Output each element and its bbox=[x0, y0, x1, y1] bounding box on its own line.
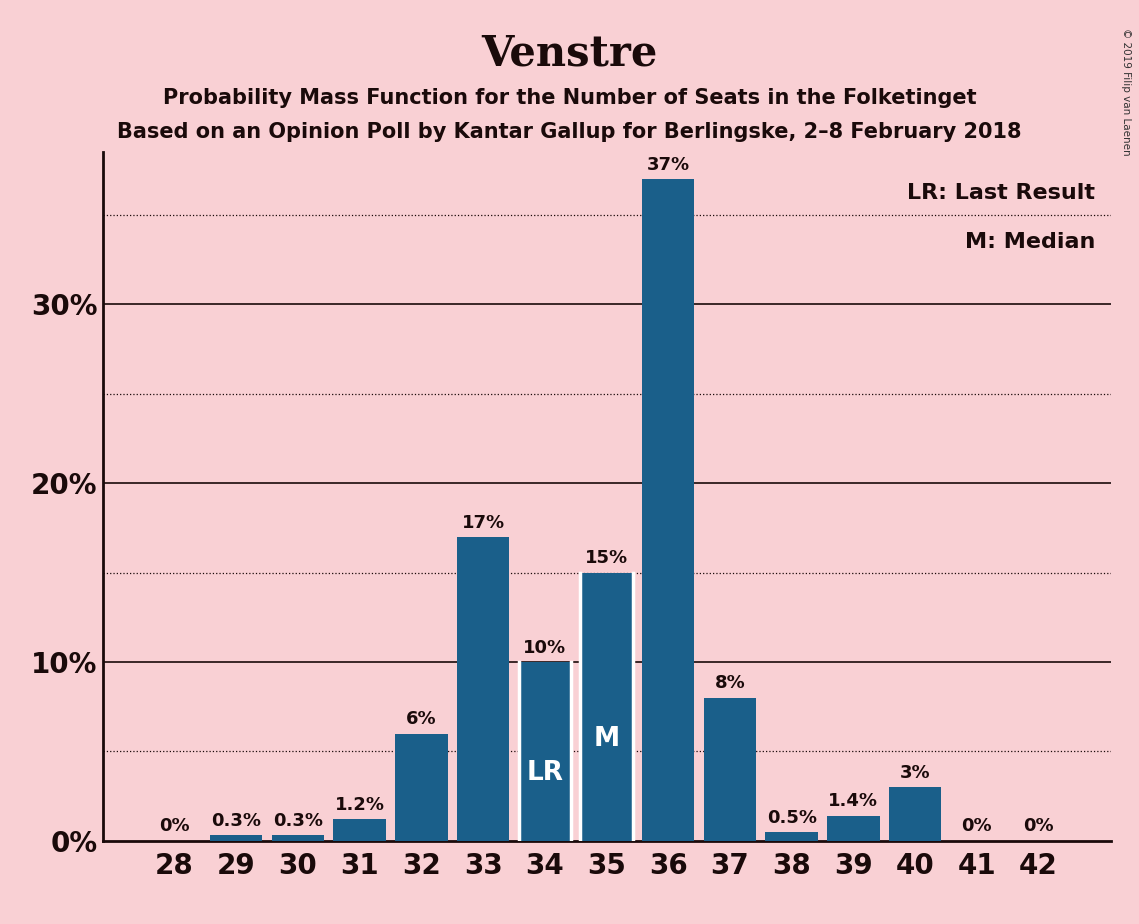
Text: 0.3%: 0.3% bbox=[211, 812, 261, 830]
Bar bbox=[210, 835, 262, 841]
Text: LR: LR bbox=[526, 760, 564, 786]
Bar bbox=[765, 832, 818, 841]
Text: 0.3%: 0.3% bbox=[273, 812, 323, 830]
Text: 0%: 0% bbox=[961, 818, 992, 835]
Text: 3%: 3% bbox=[900, 764, 931, 782]
Bar bbox=[395, 734, 448, 841]
Bar bbox=[272, 835, 325, 841]
Bar bbox=[888, 787, 941, 841]
Text: 15%: 15% bbox=[585, 549, 628, 567]
Text: 1.4%: 1.4% bbox=[828, 793, 878, 810]
Text: 0%: 0% bbox=[159, 818, 190, 835]
Text: 17%: 17% bbox=[461, 514, 505, 531]
Bar bbox=[334, 820, 386, 841]
Text: M: M bbox=[593, 726, 620, 752]
Text: 1.2%: 1.2% bbox=[335, 796, 385, 814]
Text: 10%: 10% bbox=[523, 638, 566, 657]
Bar bbox=[580, 573, 633, 841]
Text: LR: Last Result: LR: Last Result bbox=[908, 184, 1096, 203]
Text: M: Median: M: Median bbox=[965, 232, 1096, 251]
Text: © 2019 Filip van Laenen: © 2019 Filip van Laenen bbox=[1121, 28, 1131, 155]
Bar bbox=[518, 662, 571, 841]
Text: 0%: 0% bbox=[1023, 818, 1054, 835]
Bar bbox=[642, 179, 695, 841]
Bar bbox=[457, 537, 509, 841]
Text: Based on an Opinion Poll by Kantar Gallup for Berlingske, 2–8 February 2018: Based on an Opinion Poll by Kantar Gallu… bbox=[117, 122, 1022, 142]
Text: 37%: 37% bbox=[647, 156, 690, 174]
Text: 0.5%: 0.5% bbox=[767, 808, 817, 827]
Bar bbox=[704, 698, 756, 841]
Text: 8%: 8% bbox=[714, 675, 745, 692]
Text: Probability Mass Function for the Number of Seats in the Folketinget: Probability Mass Function for the Number… bbox=[163, 88, 976, 108]
Bar bbox=[827, 816, 879, 841]
Text: Venstre: Venstre bbox=[482, 32, 657, 74]
Text: 6%: 6% bbox=[407, 711, 436, 728]
